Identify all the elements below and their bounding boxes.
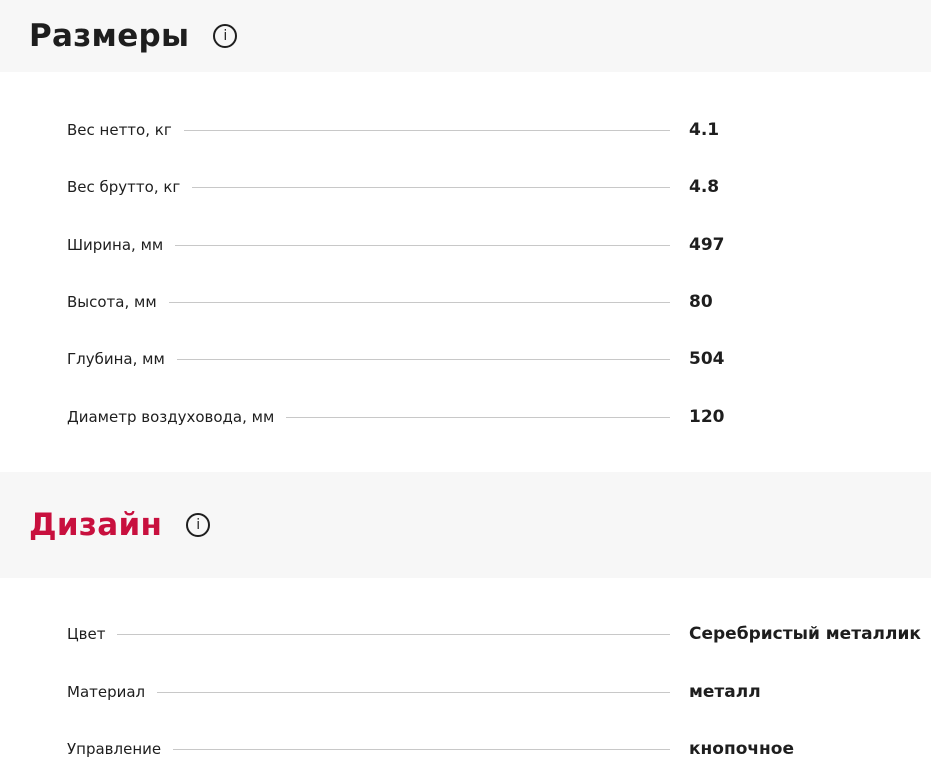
spec-row: Цвет Серебристый металлик xyxy=(67,624,931,644)
leader-line xyxy=(175,244,671,246)
spec-value: 4.1 xyxy=(689,120,720,140)
spec-value: Серебристый металлик xyxy=(689,624,921,644)
spec-value: кнопочное xyxy=(689,739,795,759)
spec-label: Управление xyxy=(67,740,162,758)
leader-line xyxy=(168,301,670,303)
spec-value: 120 xyxy=(689,407,725,427)
spec-row: Материал металл xyxy=(67,682,931,702)
leader-line xyxy=(192,186,671,188)
section-header-sizes: Размеры i xyxy=(0,0,931,72)
spec-label: Высота, мм xyxy=(67,293,157,311)
spec-row: Вес нетто, кг 4.1 xyxy=(67,120,931,140)
section-title: Дизайн xyxy=(29,507,163,543)
spec-value: 497 xyxy=(689,235,725,255)
spec-label: Вес нетто, кг xyxy=(67,121,172,139)
spec-label: Материал xyxy=(67,683,146,701)
section-title: Размеры xyxy=(29,18,190,54)
leader-line xyxy=(183,129,670,131)
spec-label: Вес брутто, кг xyxy=(67,178,181,196)
spec-row: Ширина, мм 497 xyxy=(67,235,931,255)
leader-line xyxy=(286,416,671,418)
spec-value: 80 xyxy=(689,292,713,312)
spec-label: Глубина, мм xyxy=(67,350,165,368)
spec-row: Диаметр воздуховода, мм 120 xyxy=(67,407,931,427)
info-icon[interactable]: i xyxy=(213,24,238,48)
leader-line xyxy=(173,748,671,750)
spec-row: Вес брутто, кг 4.8 xyxy=(67,177,931,197)
spec-label: Ширина, мм xyxy=(67,236,164,254)
spec-label: Диаметр воздуховода, мм xyxy=(67,408,275,426)
spec-row: Глубина, мм 504 xyxy=(67,349,931,369)
spec-row: Управление кнопочное xyxy=(67,739,931,759)
leader-line xyxy=(176,358,670,360)
info-icon[interactable]: i xyxy=(186,513,211,537)
leader-line xyxy=(117,633,671,635)
spec-row: Высота, мм 80 xyxy=(67,292,931,312)
leader-line xyxy=(157,691,671,693)
spec-label: Цвет xyxy=(67,625,106,643)
spec-value: металл xyxy=(689,682,761,702)
spec-value: 504 xyxy=(689,349,725,369)
spec-value: 4.8 xyxy=(689,177,720,197)
section-header-design: Дизайн i xyxy=(0,472,931,578)
